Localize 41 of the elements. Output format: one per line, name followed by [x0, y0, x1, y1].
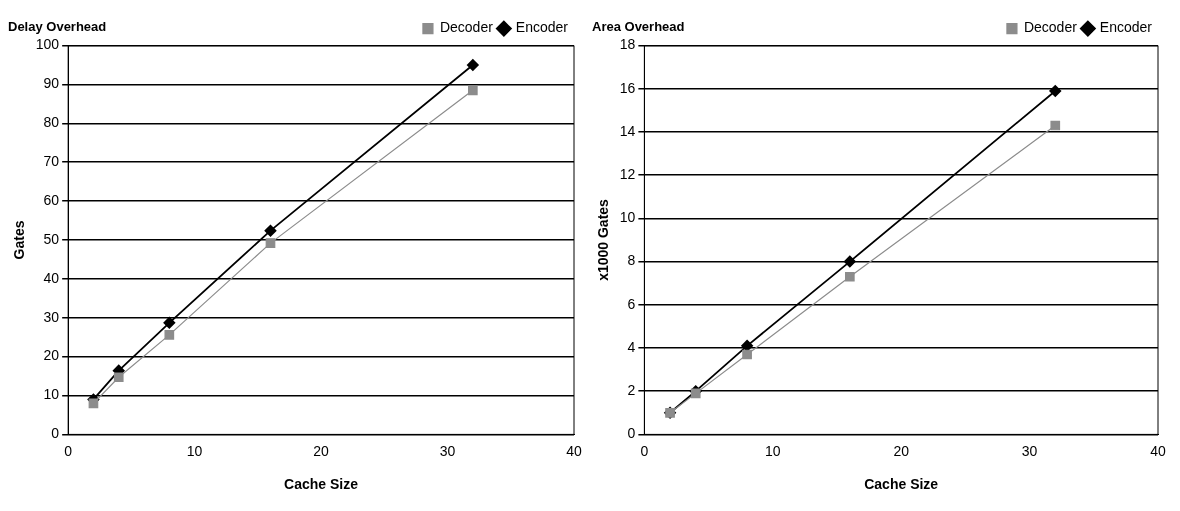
x-tick-label: 0 — [64, 442, 73, 459]
x-tick-label: 0 — [640, 442, 649, 459]
x-tick-label: 20 — [313, 442, 330, 459]
y-tick-label: 18 — [619, 36, 636, 53]
y-tick-label: 6 — [627, 295, 636, 312]
y-axis-title: x1000 Gates — [595, 198, 612, 281]
y-tick-label: 2 — [627, 382, 636, 399]
x-tick-label: 10 — [186, 442, 203, 459]
x-tick-label: 10 — [764, 442, 781, 459]
y-tick-label: 10 — [619, 209, 636, 226]
y-tick-label: 0 — [627, 425, 636, 442]
legend-label: Decoder — [1023, 19, 1078, 36]
legend-label: Encoder — [1099, 19, 1153, 36]
y-tick-label: 80 — [43, 114, 60, 131]
legend-label: Decoder — [439, 19, 494, 36]
y-tick-label: 90 — [43, 75, 60, 92]
y-tick-label: 60 — [43, 191, 60, 208]
chart-title: Area Overhead — [592, 19, 685, 35]
x-axis-title: Cache Size — [284, 476, 359, 493]
legend-label: Encoder — [515, 19, 569, 36]
y-tick-label: 100 — [35, 36, 60, 53]
chart-title: Delay Overhead — [8, 19, 107, 35]
x-tick-label: 30 — [1021, 442, 1038, 459]
y-tick-label: 50 — [43, 230, 60, 247]
y-tick-label: 70 — [43, 153, 60, 170]
y-tick-label: 14 — [619, 122, 636, 139]
y-tick-label: 0 — [51, 425, 60, 442]
y-tick-label: 16 — [619, 79, 636, 96]
y-tick-label: 4 — [627, 338, 636, 355]
x-tick-label: 20 — [893, 442, 910, 459]
y-tick-label: 40 — [43, 269, 60, 286]
y-tick-label: 8 — [627, 252, 636, 269]
y-axis-title: Gates — [11, 220, 28, 260]
y-tick-label: 30 — [43, 308, 60, 325]
x-tick-label: 40 — [566, 442, 582, 459]
y-tick-label: 12 — [619, 166, 636, 183]
x-axis-title: Cache Size — [864, 476, 939, 493]
y-tick-label: 20 — [43, 347, 60, 364]
y-tick-label: 10 — [43, 386, 60, 403]
x-tick-label: 40 — [1150, 442, 1166, 459]
x-tick-label: 30 — [439, 442, 456, 459]
